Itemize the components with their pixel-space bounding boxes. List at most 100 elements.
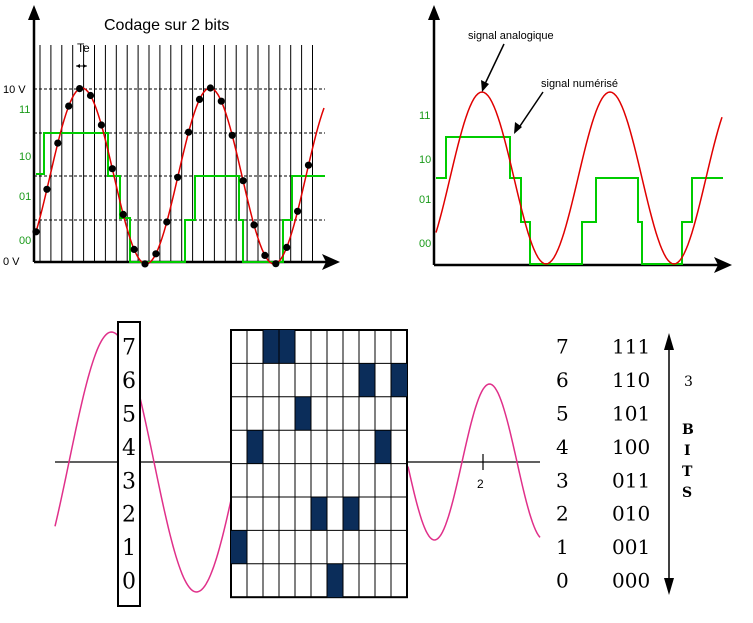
code-binary: 010 bbox=[612, 502, 650, 526]
label-code-01: 01 bbox=[19, 191, 31, 203]
p2-x-arrow-icon bbox=[714, 257, 732, 273]
sample-dot bbox=[294, 207, 302, 215]
filled-cell bbox=[263, 330, 279, 364]
label-10v: 10 V bbox=[3, 84, 26, 96]
sample-dot bbox=[195, 95, 204, 103]
level-label: 6 bbox=[122, 369, 136, 394]
level-label: 3 bbox=[122, 469, 136, 494]
p2-label-11: 11 bbox=[419, 110, 430, 122]
sample-dot bbox=[76, 85, 84, 93]
sample-dot bbox=[206, 84, 214, 92]
sample-dot bbox=[163, 218, 171, 226]
arrow-analog-head-icon bbox=[481, 80, 489, 92]
sample-dot bbox=[272, 260, 280, 268]
bits-letter-i: I bbox=[684, 443, 691, 459]
level-label: 1 bbox=[122, 536, 136, 561]
p1-x-arrow-icon bbox=[322, 254, 340, 270]
sample-dot bbox=[239, 177, 247, 185]
code-level: 0 bbox=[556, 569, 569, 593]
filled-cell bbox=[311, 497, 327, 531]
filled-cell bbox=[231, 530, 247, 564]
sample-dot bbox=[108, 165, 116, 173]
level-label: 7 bbox=[122, 336, 136, 361]
code-binary: 000 bbox=[612, 569, 650, 593]
bits-letter-t: T bbox=[682, 464, 693, 480]
sample-dot bbox=[86, 91, 95, 100]
bits-arrow-down-icon bbox=[664, 578, 674, 595]
p2-y-arrow-icon bbox=[428, 5, 440, 20]
sample-dot bbox=[283, 243, 291, 251]
p3-tick-label: 2 bbox=[477, 477, 484, 491]
sample-dot bbox=[65, 102, 73, 110]
level-label: 5 bbox=[122, 403, 136, 428]
sample-dot bbox=[141, 260, 149, 268]
sample-dot bbox=[250, 221, 258, 229]
p2-digital-signal bbox=[436, 136, 723, 265]
p2-label-01: 01 bbox=[419, 194, 431, 206]
sample-dot bbox=[228, 131, 236, 139]
quantization-grid bbox=[230, 329, 408, 599]
bits-number: 3 bbox=[684, 374, 693, 390]
sample-dot bbox=[152, 250, 160, 258]
bits-arrow-up-icon bbox=[664, 333, 674, 350]
sample-dot bbox=[97, 121, 105, 129]
p1-digital-signal bbox=[36, 132, 325, 263]
code-binary: 110 bbox=[612, 368, 650, 392]
code-binary: 100 bbox=[612, 435, 650, 459]
filled-cell bbox=[391, 363, 407, 397]
code-level: 5 bbox=[556, 402, 569, 426]
p1-y-arrow-icon bbox=[28, 5, 40, 20]
sample-dot bbox=[174, 173, 182, 181]
label-code-10: 10 bbox=[19, 151, 31, 163]
sample-dot bbox=[119, 210, 127, 218]
bits-letter-s: S bbox=[682, 485, 692, 501]
code-binary: 101 bbox=[612, 402, 650, 426]
level-labels: 7 6 5 4 3 2 1 0 bbox=[122, 336, 136, 595]
filled-cell bbox=[247, 430, 263, 464]
filled-cell bbox=[327, 563, 343, 598]
code-level: 2 bbox=[556, 502, 569, 526]
sample-dot bbox=[261, 251, 269, 259]
p3-sine-left bbox=[54, 331, 119, 527]
sample-dot bbox=[43, 185, 51, 193]
sample-dot bbox=[54, 139, 62, 147]
code-binary: 001 bbox=[612, 535, 650, 559]
code-level: 7 bbox=[556, 335, 569, 359]
bits-letter-b: B bbox=[682, 422, 694, 438]
label-0v: 0 V bbox=[3, 256, 20, 268]
panel-codage-3-bits: 2 7 6 5 4 3 2 1 0 7 111 6 110 5 101 4 100 3 011 2 010 1 001 0… bbox=[54, 321, 694, 607]
code-level: 6 bbox=[556, 368, 569, 392]
sampling-grid bbox=[39, 45, 313, 262]
annotation-analog: signal analogique bbox=[468, 30, 554, 42]
arrow-digital-head-icon bbox=[514, 122, 522, 134]
p2-label-00: 00 bbox=[419, 238, 431, 250]
code-level: 1 bbox=[556, 535, 569, 559]
code-level: 4 bbox=[556, 435, 569, 459]
sample-dot bbox=[32, 228, 40, 236]
level-label: 4 bbox=[122, 436, 136, 461]
p2-label-10: 10 bbox=[419, 154, 431, 166]
level-label: 0 bbox=[122, 570, 136, 595]
te-arrow-right-icon bbox=[83, 64, 87, 68]
te-label: Te bbox=[77, 41, 90, 55]
code-level: 3 bbox=[556, 468, 569, 492]
panel-signal-numerise: signal analogique signal numérisé 11 10 … bbox=[419, 5, 732, 273]
sample-points bbox=[32, 84, 313, 268]
label-code-11: 11 bbox=[19, 104, 30, 116]
level-box bbox=[117, 321, 141, 607]
annotation-digital: signal numérisé bbox=[541, 78, 618, 90]
arrow-digital bbox=[517, 91, 544, 130]
sample-dot bbox=[304, 161, 313, 169]
label-code-00: 00 bbox=[19, 235, 31, 247]
panel-codage-2-bits: Codage sur 2 bits Te 10 V 11 10 01 00 0 … bbox=[3, 5, 340, 270]
filled-cell bbox=[295, 396, 311, 431]
te-arrow-left-icon bbox=[76, 64, 80, 68]
p1-title: Codage sur 2 bits bbox=[104, 17, 229, 34]
p2-analog-signal bbox=[435, 91, 723, 265]
sample-dot bbox=[185, 128, 193, 136]
filled-cell bbox=[359, 363, 375, 397]
code-binary: 011 bbox=[612, 468, 650, 492]
level-label: 2 bbox=[122, 503, 136, 528]
filled-cell bbox=[279, 330, 295, 364]
